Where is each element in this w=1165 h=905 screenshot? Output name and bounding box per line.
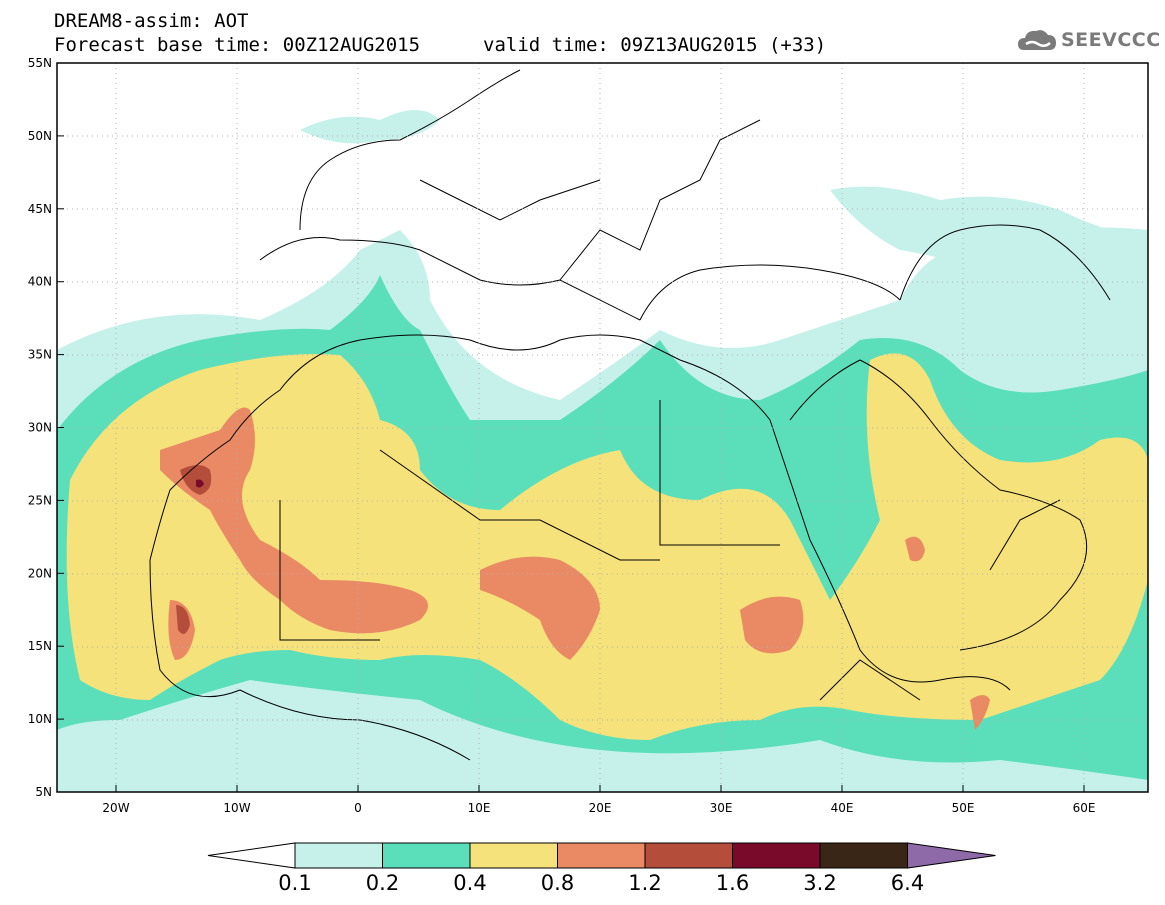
lon-label: 20E bbox=[589, 801, 612, 815]
aot-band-0-8-arabia bbox=[905, 536, 925, 562]
lat-label: 55N bbox=[28, 56, 52, 70]
lon-label: 50E bbox=[952, 801, 975, 815]
lat-label: 25N bbox=[28, 493, 52, 507]
colorbar-threshold-label: 1.6 bbox=[715, 871, 750, 895]
logo-text: SEEVCCC bbox=[1061, 29, 1161, 51]
colorbar-threshold-label: 0.4 bbox=[453, 871, 487, 895]
colorbar-threshold-label: 1.2 bbox=[628, 871, 662, 895]
forecast-base-time: Forecast base time: 00Z12AUG2015 bbox=[54, 34, 421, 56]
aot-band-0-1-north bbox=[300, 110, 440, 144]
aot-band-1-2-sw bbox=[176, 605, 190, 634]
colorbar-threshold-label: 0.8 bbox=[540, 871, 575, 895]
colorbar-threshold-label: 0.2 bbox=[365, 871, 400, 895]
valid-time: valid time: 09Z13AUG2015 (+33) bbox=[483, 34, 827, 56]
colorbar-cell bbox=[819, 842, 908, 869]
lon-label: 60E bbox=[1073, 801, 1096, 815]
colorbar-cell bbox=[557, 842, 646, 869]
longitude-labels: 20W 10W 0 10E 20E 30E 40E 50E 60E bbox=[102, 785, 1095, 815]
lon-label: 0 bbox=[354, 801, 362, 815]
colorbar-threshold-label: 3.2 bbox=[803, 871, 837, 895]
colorbar-threshold-label: 6.4 bbox=[890, 871, 925, 895]
aot-band-0-1-caspian bbox=[830, 186, 1148, 294]
lat-label: 40N bbox=[28, 275, 52, 289]
lon-label: 20W bbox=[102, 801, 129, 815]
colorbar-max-arrow bbox=[907, 842, 996, 869]
aot-band-0-8-central bbox=[480, 556, 600, 660]
lat-label: 30N bbox=[28, 421, 52, 435]
aot-band-0-8-horn bbox=[970, 695, 990, 730]
colorbar-cell bbox=[382, 842, 471, 869]
grid bbox=[57, 63, 1148, 792]
lat-label: 5N bbox=[35, 785, 52, 799]
colorbar-cell bbox=[644, 842, 733, 869]
lat-label: 20N bbox=[28, 566, 52, 580]
aot-band-0-8-east bbox=[740, 596, 804, 654]
lat-label: 35N bbox=[28, 348, 52, 362]
colorbar-cell bbox=[469, 842, 558, 869]
lon-label: 40E bbox=[831, 801, 854, 815]
lat-label: 45N bbox=[28, 202, 52, 216]
aot-band-1-6 bbox=[196, 479, 204, 488]
aot-band-0-8-west bbox=[160, 407, 428, 634]
colorbar-min-arrow bbox=[207, 842, 296, 869]
aot-band-0-4 bbox=[66, 353, 1148, 740]
lon-label: 30E bbox=[710, 801, 733, 815]
latitude-labels: 55N 50N 45N 40N 35N 30N 25N 20N 15N 10N 5N bbox=[28, 56, 64, 799]
colorbar-cell bbox=[294, 842, 383, 869]
lon-label: 10W bbox=[223, 801, 250, 815]
colorbar-cell bbox=[732, 842, 821, 869]
lon-label: 10E bbox=[468, 801, 491, 815]
lat-label: 50N bbox=[28, 129, 52, 143]
lat-label: 15N bbox=[28, 639, 52, 653]
aot-contours bbox=[57, 69, 1148, 792]
coastlines bbox=[149, 69, 1111, 761]
colorbar-threshold-label: 0.1 bbox=[278, 871, 312, 895]
map-title: DREAM8-assim: AOT bbox=[54, 10, 249, 32]
lat-label: 10N bbox=[28, 712, 52, 726]
cloud-logo-icon bbox=[1018, 30, 1056, 50]
